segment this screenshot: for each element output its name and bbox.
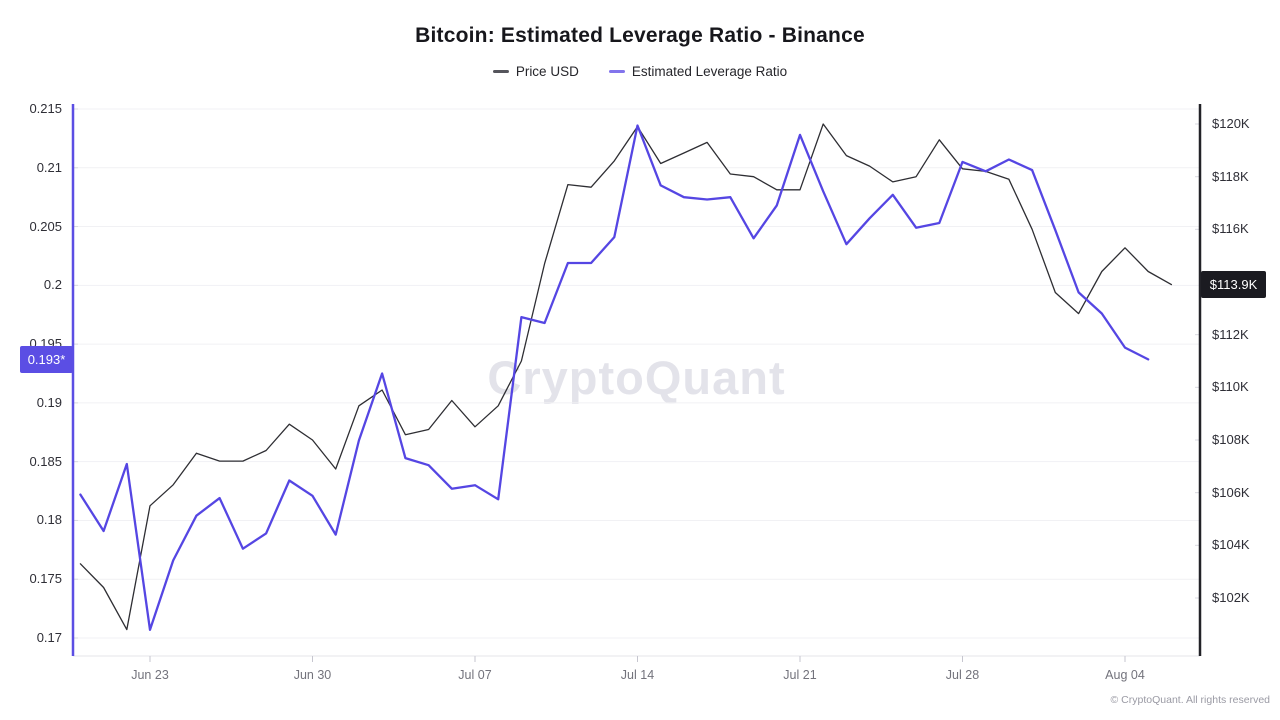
x-axis-tick-label: Aug 04 [1105,668,1145,682]
left-axis-tick-label: 0.18 [36,512,62,528]
chart-title: Bitcoin: Estimated Leverage Ratio - Bina… [415,24,865,47]
series-line-price-usd [79,123,1173,631]
left-axis-tick-label: 0.17 [36,630,62,645]
right-axis-tick-label: $108K [1212,432,1250,447]
latest-price-value-badge: $113.9K [1201,271,1266,299]
chart-legend: Price USD Estimated Leverage Ratio [0,64,1280,79]
x-axis-tick-label: Jun 30 [293,668,332,682]
x-axis-tick-label: Jun 23 [131,668,169,682]
left-axis-tick-label: 0.215 [29,101,62,116]
left-axis-tick-label: 0.2 [43,277,62,293]
right-axis-tick-label: $106K [1212,484,1250,500]
right-axis-tick-label: $102K [1212,590,1250,605]
right-axis-tick-label: $116K [1212,221,1249,237]
right-axis-tick-label: $104K [1212,537,1250,553]
x-axis-tick-label: Jul 21 [783,668,817,682]
legend-label-estimated-leverage-ratio: Estimated Leverage Ratio [631,64,788,79]
left-axis-tick-label: 0.205 [29,218,62,234]
leverage-line-swatch-icon [608,70,625,73]
legend-item-estimated-leverage-ratio[interactable]: Estimated Leverage Ratio [608,64,788,79]
copyright-footer: © CryptoQuant. All rights reserved [1110,694,1270,706]
legend-label-price-usd: Price USD [515,64,579,79]
right-axis-tick-label: $110K [1212,379,1249,395]
left-axis-tick-label: 0.175 [29,571,62,587]
right-axis-tick-label: $120K [1212,116,1250,131]
price-line-swatch-icon [492,70,509,73]
latest-leverage-value-badge: 0.193* [20,345,73,373]
left-axis-tick-label: 0.21 [36,159,62,175]
legend-item-price-usd[interactable]: Price USD [492,64,579,79]
left-axis-tick-label: 0.19 [36,394,62,410]
right-axis-tick-label: $112K [1212,326,1249,342]
x-axis-tick-label: Jul 14 [620,668,655,682]
series-line-estimated-leverage-ratio [79,124,1150,631]
x-axis-tick-label: Jul 28 [945,668,980,682]
left-axis-tick-label: 0.185 [29,453,62,469]
right-axis-tick-label: $118K [1212,168,1249,184]
x-axis-tick-label: Jul 07 [458,668,492,682]
